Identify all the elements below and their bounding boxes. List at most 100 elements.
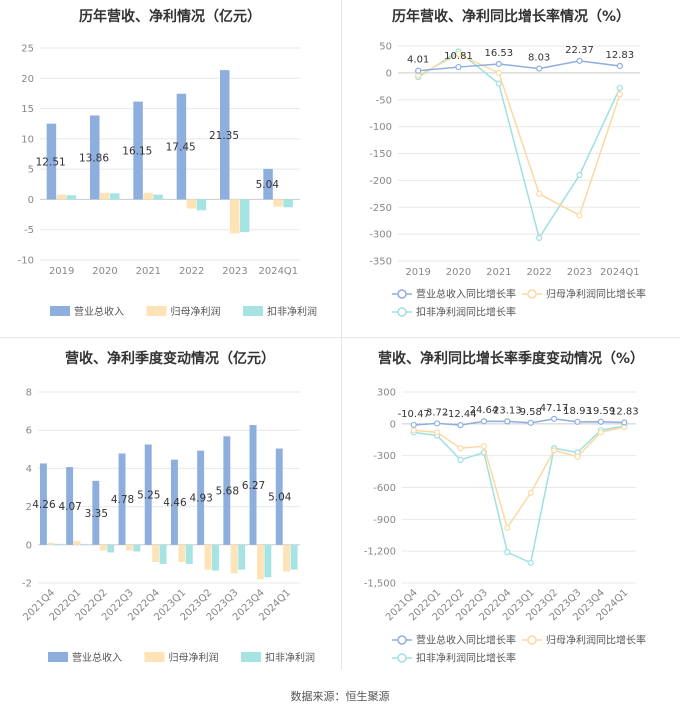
y-tick-label: 50 bbox=[379, 42, 392, 53]
series-line bbox=[417, 50, 621, 240]
bar bbox=[185, 544, 193, 564]
y-tick-label: 5 bbox=[28, 165, 34, 176]
legend-swatch bbox=[241, 652, 261, 662]
data-point bbox=[410, 427, 417, 434]
data-label: 47.17 bbox=[540, 403, 569, 414]
data-point bbox=[455, 63, 462, 71]
bar bbox=[264, 544, 272, 578]
y-tick-label: 20 bbox=[21, 74, 34, 85]
data-label: 5.04 bbox=[256, 179, 280, 191]
data-label: -12.44 bbox=[444, 409, 476, 420]
bar bbox=[46, 123, 57, 200]
bar bbox=[238, 544, 246, 570]
y-tick-label: -200 bbox=[369, 176, 392, 187]
data-label: 22.37 bbox=[565, 45, 594, 56]
y-tick-label: -900 bbox=[373, 515, 396, 526]
annual-revenue-profit-panel: 历年营收、净利情况（亿元） -10 -5 0 5 10 15 20 25 2019 2020 202… bbox=[0, 0, 340, 336]
data-point bbox=[410, 421, 417, 429]
bar bbox=[197, 450, 205, 545]
bar bbox=[54, 543, 62, 545]
data-label: 16.53 bbox=[485, 48, 514, 59]
data-label: 5.04 bbox=[268, 492, 292, 504]
legend-swatch bbox=[146, 306, 167, 316]
chart-title: 历年营收、净利同比增长率情况（%） bbox=[391, 9, 631, 25]
y-tick-label: -50 bbox=[376, 95, 392, 106]
y-tick-label: -600 bbox=[373, 483, 396, 494]
data-label: 3.72 bbox=[426, 407, 448, 418]
data-label: 5.68 bbox=[216, 486, 239, 498]
bar bbox=[290, 544, 298, 570]
quarterly-bar-chart: -2024682021Q42022Q12022Q22022Q32022Q4202… bbox=[21, 388, 315, 665]
data-label: 5.25 bbox=[137, 490, 160, 502]
bar bbox=[204, 544, 212, 570]
bar bbox=[107, 544, 115, 553]
series-line bbox=[413, 425, 625, 564]
data-point bbox=[455, 50, 462, 58]
y-tick-label: 0 bbox=[26, 540, 32, 551]
data-label: 6.27 bbox=[242, 480, 265, 492]
data-point bbox=[597, 418, 604, 425]
x-tick-label: 2021 bbox=[486, 267, 511, 278]
data-label: 19.59 bbox=[587, 406, 616, 417]
data-label: 23.13 bbox=[493, 405, 522, 416]
quarterly-revenue-profit-panel: 营收、净利季度变动情况（亿元） -2 0 2 4 6 8 2021Q4 2022Q1 2022Q… bbox=[0, 338, 340, 670]
x-tick-label: 2019 bbox=[49, 266, 74, 277]
chart-title: 历年营收、净利情况（亿元） bbox=[79, 9, 261, 25]
y-tick-label: 0 bbox=[386, 68, 392, 79]
data-point bbox=[457, 422, 464, 429]
legend-marker bbox=[527, 289, 537, 299]
data-point bbox=[480, 418, 487, 425]
legend-label: 营业总收入 bbox=[74, 305, 124, 318]
bar bbox=[47, 542, 55, 545]
data-point bbox=[576, 212, 583, 219]
quarterly-growth-line-chart: -1,500-1,200-900-600-30003002021Q42022Q1… bbox=[364, 388, 646, 665]
y-tick-label: 25 bbox=[21, 44, 34, 55]
y-tick-label: 10 bbox=[21, 134, 34, 145]
annual-growth-line-chart: -350 -300 -250 -200 -150 -100 -50 0 50 2019 2020 20… bbox=[369, 42, 646, 319]
data-point bbox=[527, 419, 534, 426]
bar bbox=[230, 199, 240, 234]
data-point bbox=[536, 234, 543, 241]
legend-label: 归母净利润 bbox=[171, 305, 221, 318]
data-point bbox=[536, 65, 543, 72]
bar bbox=[186, 199, 197, 209]
y-tick-label: 300 bbox=[377, 388, 396, 399]
legend-swatch bbox=[50, 306, 70, 316]
data-label: 16.15 bbox=[122, 146, 152, 158]
legend-label: 营业总收入同比增长率 bbox=[416, 634, 516, 647]
legend-marker bbox=[397, 307, 407, 317]
y-tick-label: -1,200 bbox=[364, 547, 396, 558]
y-tick-label: -350 bbox=[369, 257, 392, 268]
data-point bbox=[616, 91, 623, 98]
legend-label: 扣非净利润同比增长率 bbox=[416, 306, 516, 319]
data-label: 21.35 bbox=[209, 130, 239, 142]
data-point bbox=[576, 171, 583, 179]
bar bbox=[223, 436, 231, 545]
bar bbox=[56, 194, 67, 200]
x-tick-label: 2022 bbox=[526, 267, 551, 278]
bar bbox=[66, 195, 77, 200]
data-point bbox=[480, 443, 487, 450]
y-tick-label: -300 bbox=[373, 451, 396, 462]
bar bbox=[92, 480, 100, 545]
bar bbox=[170, 459, 178, 545]
bar bbox=[240, 199, 250, 233]
data-label: 3.35 bbox=[85, 508, 108, 520]
x-tick-label: 2020 bbox=[446, 267, 471, 278]
data-point bbox=[495, 60, 502, 68]
data-point bbox=[616, 62, 623, 70]
x-tick-label: 2023 bbox=[567, 267, 592, 278]
x-tick-label: 2020 bbox=[92, 266, 117, 277]
x-tick-label: 2019 bbox=[405, 267, 430, 278]
series-line bbox=[413, 418, 625, 426]
data-label: 10.81 bbox=[444, 51, 473, 62]
bar bbox=[273, 199, 283, 207]
data-point bbox=[495, 80, 502, 87]
bar bbox=[176, 93, 187, 200]
annual-growth-panel: 历年营收、净利同比增长率情况（%） -350 -300 -250 -200 -150 -1… bbox=[342, 0, 680, 336]
data-label: 4.01 bbox=[407, 55, 429, 66]
series-line bbox=[417, 53, 621, 217]
legend-label: 归母净利润同比增长率 bbox=[546, 634, 646, 647]
x-tick-label: 2024Q1 bbox=[258, 266, 298, 277]
data-label: 13.86 bbox=[79, 152, 109, 164]
